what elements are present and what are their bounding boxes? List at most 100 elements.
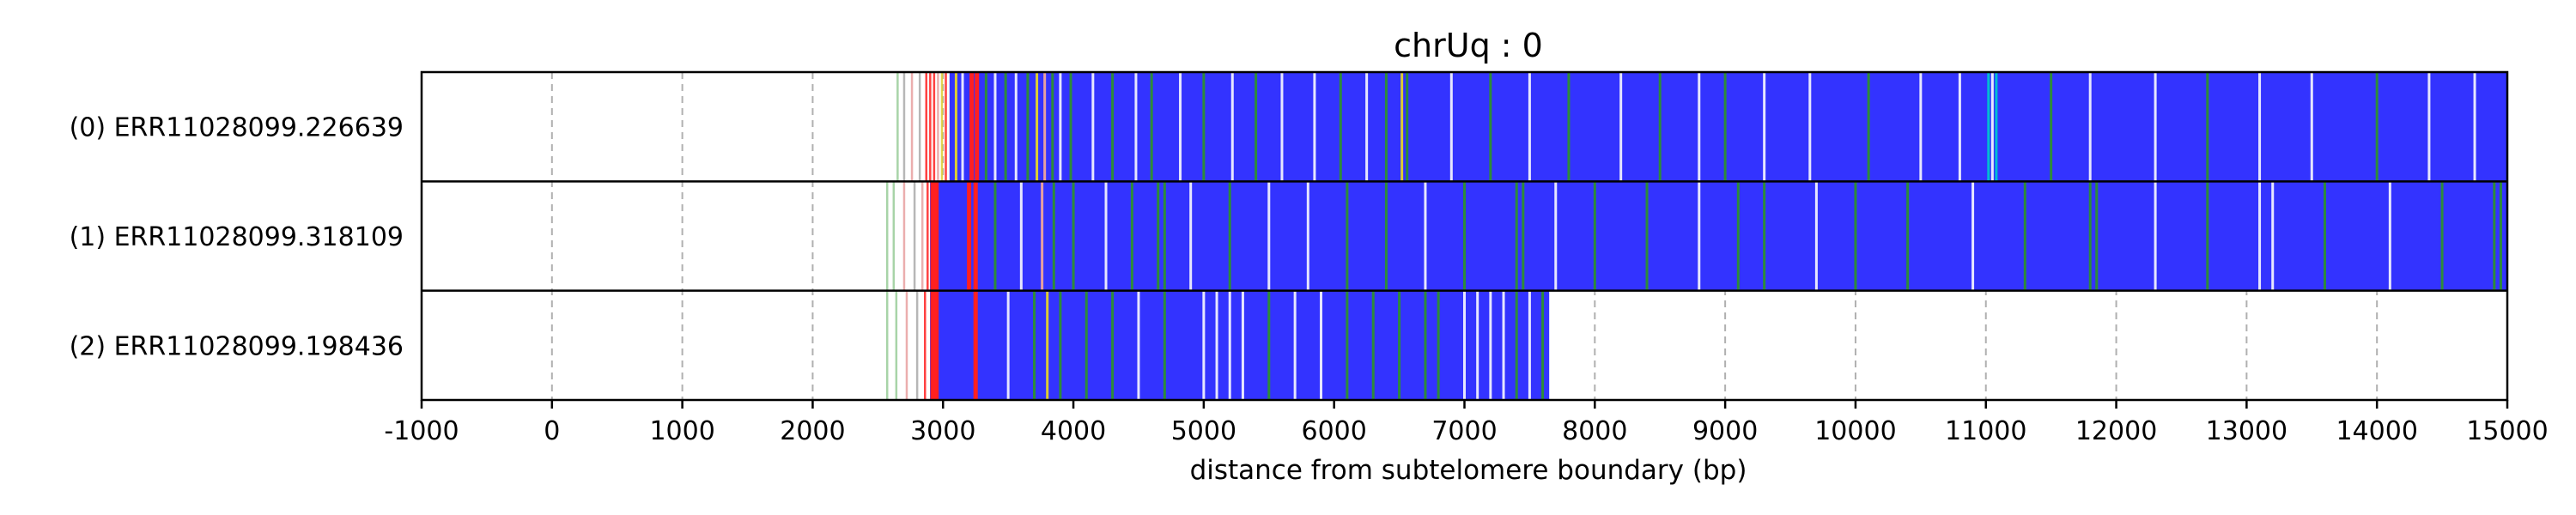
- read-0-mark-48: [2206, 72, 2209, 182]
- read-0-mark-5: [993, 72, 997, 182]
- read-1-mark-5: [1019, 181, 1023, 291]
- read-0-mark-42: [1987, 72, 1990, 182]
- read-0-premark-7: [937, 72, 939, 182]
- read-1-mark-33: [2023, 181, 2026, 291]
- read-1-mark-31: [1906, 181, 1910, 291]
- read-0-mark-41: [1958, 72, 1961, 182]
- read-0-mark-17: [1150, 72, 1153, 182]
- read-0-mark-29: [1449, 72, 1453, 182]
- x-tick-label-3: 2000: [780, 416, 845, 446]
- read-1-mark-39: [2271, 181, 2275, 291]
- read-1-premark-1: [892, 181, 896, 291]
- read-0-mark-35: [1698, 72, 1701, 182]
- read-2-mark-23: [1463, 290, 1466, 400]
- read-1-mark-14: [1228, 181, 1231, 291]
- x-tick-label-4: 3000: [910, 416, 975, 446]
- read-0-mark-19: [1202, 72, 1206, 182]
- read-1-mark-17: [1346, 181, 1349, 291]
- read-1-mark-36: [2154, 181, 2157, 291]
- x-tick-label-5: 4000: [1041, 416, 1106, 446]
- read-0-mark-50: [2310, 72, 2313, 182]
- read-2-premark-1: [895, 290, 898, 400]
- read-1-mark-18: [1384, 181, 1388, 291]
- read-row-2: [885, 290, 1550, 400]
- read-0-mark-47: [2154, 72, 2157, 182]
- x-tick-label-16: 15000: [2466, 416, 2548, 446]
- row-label-0: (0) ERR11028099.226639: [70, 113, 404, 143]
- x-tick-label-0: -1000: [384, 416, 459, 446]
- read-rows: [885, 72, 2507, 400]
- read-1-mark-44: [2499, 181, 2502, 291]
- read-1-premark-4: [920, 181, 924, 291]
- x-tick-label-12: 11000: [1945, 416, 2026, 446]
- read-0-mark-43: [1990, 72, 1994, 182]
- read-2-mark-19: [1371, 290, 1375, 400]
- read-0-mark-26: [1384, 72, 1388, 182]
- read-2-mark-3: [1006, 290, 1010, 400]
- read-2-mark-26: [1502, 290, 1505, 400]
- read-2-mark-21: [1424, 290, 1427, 400]
- read-1-mark-35: [2095, 181, 2099, 291]
- read-1-mark-7: [1052, 181, 1055, 291]
- read-0-mark-12: [1059, 72, 1062, 182]
- read-0-mark-52: [2427, 72, 2431, 182]
- read-2-mark-0: [930, 290, 935, 400]
- read-0-mark-27: [1400, 72, 1404, 182]
- read-2-mark-24: [1476, 290, 1479, 400]
- read-0-mark-0: [954, 72, 957, 182]
- read-1-mark-8: [1072, 181, 1075, 291]
- read-1-mark-28: [1763, 181, 1766, 291]
- read-2-mark-14: [1241, 290, 1244, 400]
- read-2-mark-12: [1215, 290, 1218, 400]
- read-2-mark-29: [1541, 290, 1545, 400]
- read-0-mark-15: [1111, 72, 1115, 182]
- read-2-mark-10: [1163, 290, 1166, 400]
- read-0-mark-38: [1808, 72, 1812, 182]
- read-2-mark-7: [1084, 290, 1088, 400]
- x-tick-label-13: 12000: [2075, 416, 2157, 446]
- x-tick-label-14: 13000: [2206, 416, 2287, 446]
- read-1-premark-0: [885, 181, 889, 291]
- x-tick-label-6: 5000: [1171, 416, 1236, 446]
- read-1-mark-21: [1515, 181, 1518, 291]
- x-axis: -1000 0 1000 2000 3000 4000 5000 6000 7000 8000 90…: [384, 400, 2549, 446]
- read-2-mark-1: [934, 290, 939, 400]
- read-0-mark-8: [1026, 72, 1030, 182]
- read-1-mark-29: [1814, 181, 1818, 291]
- read-1-mark-6: [1041, 181, 1044, 291]
- read-0-mark-4: [984, 72, 987, 182]
- read-0-premark-6: [933, 72, 936, 182]
- read-2-premark-0: [885, 290, 889, 400]
- read-0-premark-4: [925, 72, 928, 182]
- read-1-mark-10: [1130, 181, 1133, 291]
- read-2-mark-2: [973, 290, 978, 400]
- read-1-mark-4: [993, 181, 997, 291]
- read-2-mark-27: [1515, 290, 1518, 400]
- read-0-mark-32: [1567, 72, 1571, 182]
- read-0-premark-1: [902, 72, 906, 182]
- read-0-mark-14: [1091, 72, 1095, 182]
- read-1-mark-41: [2388, 181, 2391, 291]
- read-1-mark-2: [967, 181, 972, 291]
- read-0-mark-39: [1867, 72, 1870, 182]
- read-0-mark-49: [2258, 72, 2262, 182]
- read-1-premark-3: [913, 181, 916, 291]
- read-0-premark-3: [918, 72, 921, 182]
- read-1-mark-15: [1267, 181, 1271, 291]
- read-0-mark-40: [1919, 72, 1923, 182]
- read-0-mark-7: [1014, 72, 1018, 182]
- read-1-mark-16: [1306, 181, 1309, 291]
- read-0-mark-6: [1004, 72, 1007, 182]
- read-2-mark-28: [1528, 290, 1531, 400]
- read-1-mark-23: [1554, 181, 1558, 291]
- read-0-mark-30: [1489, 72, 1492, 182]
- read-2-mark-25: [1489, 290, 1492, 400]
- read-2-segment: [930, 290, 1550, 400]
- read-1-mark-26: [1698, 181, 1701, 291]
- read-0-mark-44: [1995, 72, 1998, 182]
- read-2-mark-18: [1346, 290, 1349, 400]
- read-1-mark-32: [1971, 181, 1975, 291]
- read-1-mark-34: [2088, 181, 2092, 291]
- read-0-segment: [949, 72, 2507, 182]
